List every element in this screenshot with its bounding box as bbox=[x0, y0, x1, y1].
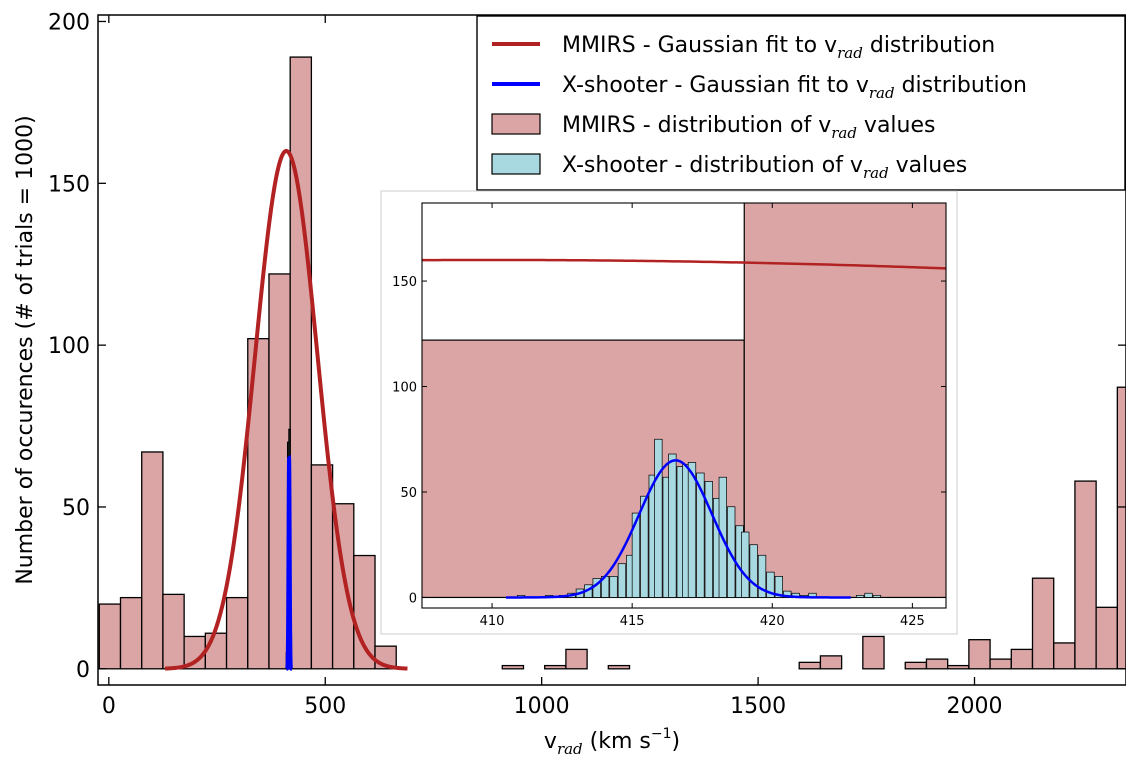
inset-xshooter-bar bbox=[727, 506, 736, 598]
mmirs-bar bbox=[1074, 480, 1097, 670]
legend-patch-swatch bbox=[491, 153, 541, 175]
mmirs-bar bbox=[1031, 577, 1055, 670]
y-tick-label: 50 bbox=[62, 496, 90, 521]
inset-axes-frame bbox=[421, 202, 947, 609]
mmirs-bar bbox=[289, 56, 313, 670]
inset-mmirs-bar bbox=[743, 203, 946, 599]
legend-entry-label: X-shooter - Gaussian fit to vrad distrib… bbox=[562, 73, 1027, 102]
inset-xshooter-bar bbox=[774, 576, 783, 598]
y-tick-label: 150 bbox=[48, 172, 90, 197]
inset-mmirs-fit-line bbox=[422, 258, 946, 270]
x-tick-label: 1000 bbox=[514, 694, 570, 719]
mmirs-bar bbox=[947, 664, 970, 670]
inset-y-tick-label: 0 bbox=[409, 591, 417, 606]
legend-entry-label: X-shooter - distribution of vrad values bbox=[562, 153, 967, 182]
inset-xshooter-bar bbox=[609, 576, 618, 598]
inset-y-tick-label: 50 bbox=[400, 486, 417, 501]
mmirs-bar bbox=[98, 603, 122, 670]
inset-xshooter-bar bbox=[864, 592, 873, 598]
inset-xshooter-bar bbox=[668, 453, 677, 598]
mmirs-bar bbox=[162, 593, 185, 670]
mmirs-bar bbox=[607, 664, 631, 670]
mmirs-bar bbox=[925, 658, 949, 670]
mmirs-bar bbox=[819, 655, 843, 670]
y-tick-label: 0 bbox=[76, 658, 90, 683]
inset-x-tick-label: 420 bbox=[760, 614, 785, 629]
y-tick-label: 200 bbox=[48, 10, 90, 35]
mmirs-bar bbox=[1116, 386, 1126, 670]
inset-xshooter-bar bbox=[696, 472, 705, 598]
plot-area bbox=[98, 56, 1126, 671]
mmirs-bar bbox=[989, 658, 1012, 670]
inset-xshooter-bar bbox=[757, 554, 767, 598]
main-axes-frame bbox=[97, 14, 1126, 686]
inset-x-tick-label: 410 bbox=[480, 614, 505, 629]
inset-xshooter-bar bbox=[855, 594, 865, 598]
inset-y-tick-label: 150 bbox=[392, 275, 417, 290]
inset-xshooter-bar bbox=[640, 495, 649, 598]
mmirs-bar bbox=[862, 635, 885, 670]
legend-box bbox=[476, 15, 1126, 191]
x-axis-label: vrad (km s−1) bbox=[544, 726, 680, 758]
mmirs-bar bbox=[353, 554, 376, 670]
x-tick-label: 0 bbox=[102, 694, 116, 719]
inset-xshooter-bar bbox=[631, 512, 641, 598]
inset-xshooter-fit-line bbox=[506, 459, 851, 599]
inset-xshooter-bar bbox=[617, 563, 627, 598]
mmirs-bar bbox=[225, 596, 249, 670]
inset-x-tick-label: 415 bbox=[620, 614, 645, 629]
legend-entry-label: MMIRS - distribution of vrad values bbox=[562, 113, 935, 142]
mmirs-bar bbox=[141, 451, 164, 670]
mmirs-bar bbox=[968, 639, 991, 670]
x-tick-label: 500 bbox=[304, 694, 346, 719]
mmirs-bar bbox=[565, 648, 588, 670]
mmirs-bar bbox=[1010, 648, 1034, 670]
inset-x-tick-label: 425 bbox=[900, 614, 925, 629]
mmirs-bar bbox=[1053, 642, 1076, 670]
x-tick-label: 2000 bbox=[947, 694, 1003, 719]
legend-entry-label: MMIRS - Gaussian fit to vrad distributio… bbox=[562, 33, 995, 62]
y-tick-label: 100 bbox=[48, 334, 90, 359]
inset-xshooter-bar bbox=[704, 481, 713, 598]
inset-xshooter-bar bbox=[687, 462, 697, 598]
inset-plot-area bbox=[422, 203, 946, 599]
y-axis-label: Number of occurences (# of trials = 1000… bbox=[13, 115, 38, 584]
mmirs-bar bbox=[119, 596, 143, 670]
mmirs-bar bbox=[798, 661, 822, 670]
mmirs-bar bbox=[1095, 606, 1118, 670]
legend-patch-swatch bbox=[491, 113, 541, 135]
mmirs-bar bbox=[544, 664, 567, 670]
mmirs-bar bbox=[310, 464, 334, 670]
mmirs-bar bbox=[204, 632, 228, 670]
inset-xshooter-bar bbox=[872, 594, 882, 598]
inset-xshooter-bar bbox=[741, 531, 750, 598]
mmirs-bar bbox=[904, 661, 928, 670]
xshooter-gaussian-fit-line bbox=[285, 454, 294, 671]
x-tick-label: 1500 bbox=[730, 694, 786, 719]
mmirs-gaussian-fit-line bbox=[165, 148, 408, 671]
inset-xshooter-bar bbox=[749, 544, 758, 598]
inset-xshooter-bar bbox=[766, 571, 775, 598]
inset-xshooter-bar bbox=[654, 438, 663, 598]
inset-y-tick-label: 100 bbox=[392, 381, 417, 396]
mmirs-bar bbox=[501, 664, 525, 670]
